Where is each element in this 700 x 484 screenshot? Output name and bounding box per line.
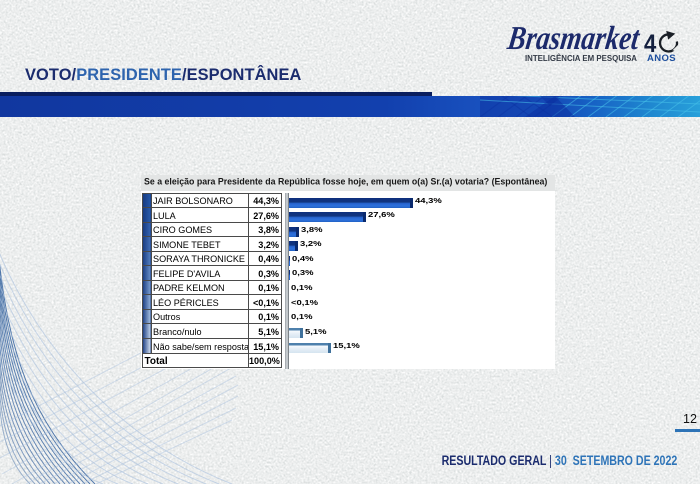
svg-text:4: 4	[644, 30, 656, 58]
svg-text:Brasmarket: Brasmarket	[505, 20, 643, 57]
svg-text:ANOS: ANOS	[647, 53, 676, 64]
svg-text:INTELIGÊNCIA EM PESQUISA: INTELIGÊNCIA EM PESQUISA	[525, 52, 637, 63]
